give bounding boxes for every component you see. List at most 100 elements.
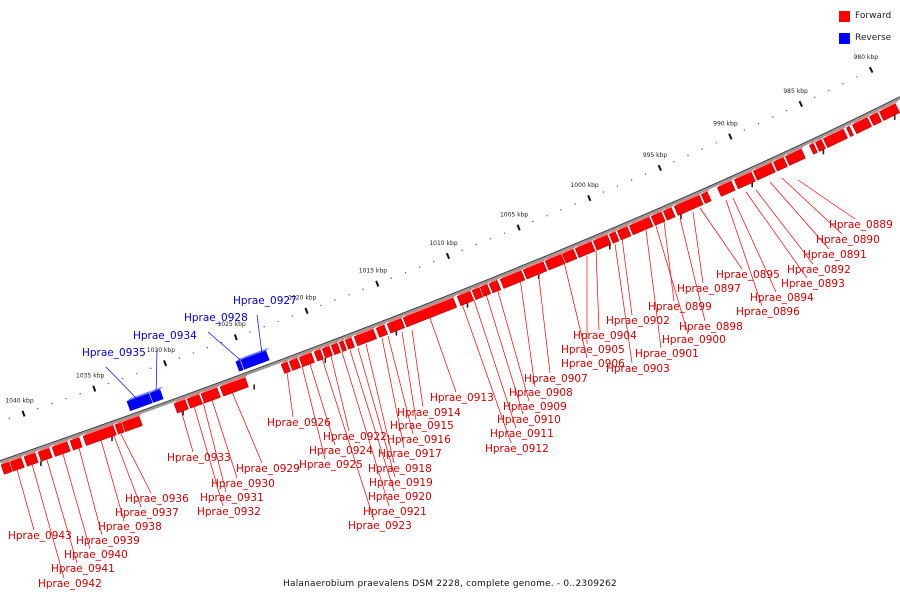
- forward-gene-block[interactable]: [298, 349, 315, 368]
- forward-gene-block[interactable]: [662, 204, 676, 221]
- gene-label-hprae-0920[interactable]: Hprae_0920: [349, 349, 432, 503]
- forward-gene-block[interactable]: [616, 223, 632, 241]
- gene-label-hprae-0911[interactable]: Hprae_0911: [473, 299, 554, 440]
- gene-label-hprae-0902[interactable]: Hprae_0902: [606, 237, 670, 327]
- gene-label-hprae-0930[interactable]: Hprae_0930: [211, 399, 275, 490]
- gene-label-hprae-0908[interactable]: Hprae_0908: [509, 277, 573, 399]
- gene-label-hprae-0897[interactable]: Hprae_0897: [677, 211, 741, 295]
- forward-gene-block[interactable]: [121, 413, 143, 433]
- gene-label-hprae-0925[interactable]: Hprae_0925: [299, 365, 363, 471]
- reverse-gene-block[interactable]: [126, 390, 153, 412]
- gene-label-hprae-0893[interactable]: Hprae_0893: [745, 191, 845, 290]
- gene-label-hprae-0901[interactable]: Hprae_0901: [635, 229, 699, 360]
- gene-label-hprae-0926[interactable]: Hprae_0926: [267, 371, 331, 429]
- forward-gene-block[interactable]: [51, 438, 71, 457]
- forward-gene-block[interactable]: [321, 343, 333, 359]
- forward-gene-block[interactable]: [37, 445, 53, 462]
- gene-label-hprae-0909[interactable]: Hprae_0909: [496, 287, 567, 413]
- gene-label-hprae-0899[interactable]: Hprae_0899: [648, 221, 712, 313]
- forward-gene-block[interactable]: [561, 246, 578, 264]
- forward-gene-block[interactable]: [822, 126, 848, 149]
- forward-gene-block[interactable]: [808, 140, 818, 155]
- gene-label-hprae-0932[interactable]: Hprae_0932: [193, 405, 261, 518]
- forward-gene-block[interactable]: [471, 284, 484, 301]
- gene-label-hprae-0941[interactable]: Hprae_0941: [46, 459, 115, 575]
- gene-label-hprae-0922[interactable]: Hprae_0922: [323, 355, 387, 443]
- forward-gene-block[interactable]: [522, 258, 548, 280]
- gene-label-hprae-0919[interactable]: Hprae_0919: [357, 347, 433, 489]
- forward-gene-block[interactable]: [814, 136, 826, 152]
- gene-label-hprae-0896[interactable]: Hprae_0896: [725, 199, 800, 318]
- forward-gene-block[interactable]: [353, 326, 378, 347]
- gene-label-hprae-0892[interactable]: Hprae_0892: [755, 189, 851, 276]
- gene-label-hprae-0939[interactable]: Hprae_0939: [76, 447, 140, 547]
- forward-gene-block[interactable]: [330, 340, 341, 356]
- gene-label-hprae-0889[interactable]: Hprae_0889: [797, 179, 893, 231]
- forward-gene-block[interactable]: [456, 288, 475, 307]
- forward-gene-block[interactable]: [700, 188, 712, 204]
- gene-label-hprae-0895[interactable]: Hprae_0895: [699, 207, 780, 281]
- forward-gene-block[interactable]: [716, 178, 736, 197]
- forward-gene-block[interactable]: [338, 337, 347, 352]
- gene-label-hprae-0913[interactable]: Hprae_0913: [429, 317, 494, 404]
- gene-label-hprae-0921[interactable]: Hprae_0921: [341, 351, 427, 518]
- gene-label-hprae-0890[interactable]: Hprae_0890: [781, 177, 880, 246]
- gene-label-hprae-0914[interactable]: Hprae_0914: [397, 329, 461, 419]
- forward-gene-block[interactable]: [0, 459, 13, 475]
- gene-label-hprae-0938[interactable]: Hprae_0938: [98, 439, 162, 533]
- forward-gene-block[interactable]: [344, 334, 355, 350]
- gene-label-hprae-0923[interactable]: Hprae_0923: [321, 357, 412, 532]
- gene-label-hprae-0935[interactable]: Hprae_0935: [82, 347, 146, 403]
- gene-label-hprae-0891[interactable]: Hprae_0891: [769, 181, 867, 261]
- gene-label-hprae-0934[interactable]: Hprae_0934: [133, 330, 197, 397]
- forward-gene-block[interactable]: [592, 232, 612, 251]
- gene-label-hprae-0903[interactable]: Hprae_0903: [606, 243, 670, 375]
- forward-gene-block[interactable]: [200, 384, 221, 404]
- gene-label-hprae-0936[interactable]: Hprae_0936: [120, 433, 189, 505]
- forward-gene-block[interactable]: [9, 454, 25, 472]
- gene-label-hprae-0924[interactable]: Hprae_0924: [309, 363, 373, 457]
- gene-label-hprae-0917[interactable]: Hprae_0917: [378, 337, 442, 460]
- forward-gene-block[interactable]: [479, 281, 492, 297]
- forward-gene-block[interactable]: [313, 346, 324, 362]
- forward-gene-block[interactable]: [386, 315, 406, 334]
- gene-label-hprae-0904[interactable]: Hprae_0904: [573, 249, 637, 342]
- gene-label-hprae-0928[interactable]: Hprae_0928: [184, 312, 248, 365]
- forward-gene-block[interactable]: [650, 209, 666, 226]
- forward-gene-block[interactable]: [114, 419, 125, 435]
- gene-label-hprae-0907[interactable]: Hprae_0907: [524, 269, 588, 385]
- forward-gene-block[interactable]: [219, 374, 249, 397]
- gene-label-hprae-0929[interactable]: Hprae_0929: [231, 391, 300, 475]
- gene-label-hprae-0912[interactable]: Hprae_0912: [461, 303, 549, 455]
- reverse-gene-block[interactable]: [235, 357, 244, 372]
- gene-label-hprae-0906[interactable]: Hprae_0906: [561, 261, 625, 370]
- gene-label-hprae-0943[interactable]: Hprae_0943: [8, 465, 72, 542]
- gene-label-hprae-0915[interactable]: Hprae_0915: [390, 331, 454, 432]
- gene-label-hprae-0937[interactable]: Hprae_0937: [113, 435, 179, 519]
- gene-label-hprae-0898[interactable]: Hprae_0898: [679, 217, 743, 333]
- forward-gene-block[interactable]: [772, 154, 788, 172]
- forward-gene-block[interactable]: [69, 434, 83, 451]
- gene-label-hprae-0927[interactable]: Hprae_0927: [233, 295, 297, 355]
- forward-gene-block[interactable]: [544, 251, 566, 271]
- gene-label-hprae-0940[interactable]: Hprae_0940: [62, 453, 128, 561]
- forward-gene-block[interactable]: [868, 109, 883, 126]
- forward-gene-block[interactable]: [402, 295, 458, 328]
- gene-label-hprae-0931[interactable]: Hprae_0931: [200, 401, 264, 504]
- forward-gene-block[interactable]: [845, 123, 854, 138]
- forward-gene-block[interactable]: [628, 214, 654, 236]
- gene-label-hprae-0894[interactable]: Hprae_0894: [732, 197, 814, 304]
- gene-label-hprae-0942[interactable]: Hprae_0942: [31, 463, 102, 590]
- forward-gene-block[interactable]: [23, 450, 39, 467]
- gene-label-hprae-0918[interactable]: Hprae_0918: [365, 343, 432, 475]
- forward-gene-block[interactable]: [784, 146, 806, 166]
- forward-gene-block[interactable]: [173, 396, 189, 414]
- forward-gene-block[interactable]: [499, 267, 526, 289]
- forward-gene-block[interactable]: [574, 238, 596, 259]
- forward-gene-block[interactable]: [733, 169, 756, 190]
- forward-gene-block[interactable]: [82, 422, 117, 446]
- gene-label-hprae-0900[interactable]: Hprae_0900: [655, 225, 726, 346]
- reverse-gene-block[interactable]: [149, 386, 164, 403]
- forward-gene-block[interactable]: [851, 114, 873, 135]
- gene-label-hprae-0905[interactable]: Hprae_0905: [561, 256, 625, 356]
